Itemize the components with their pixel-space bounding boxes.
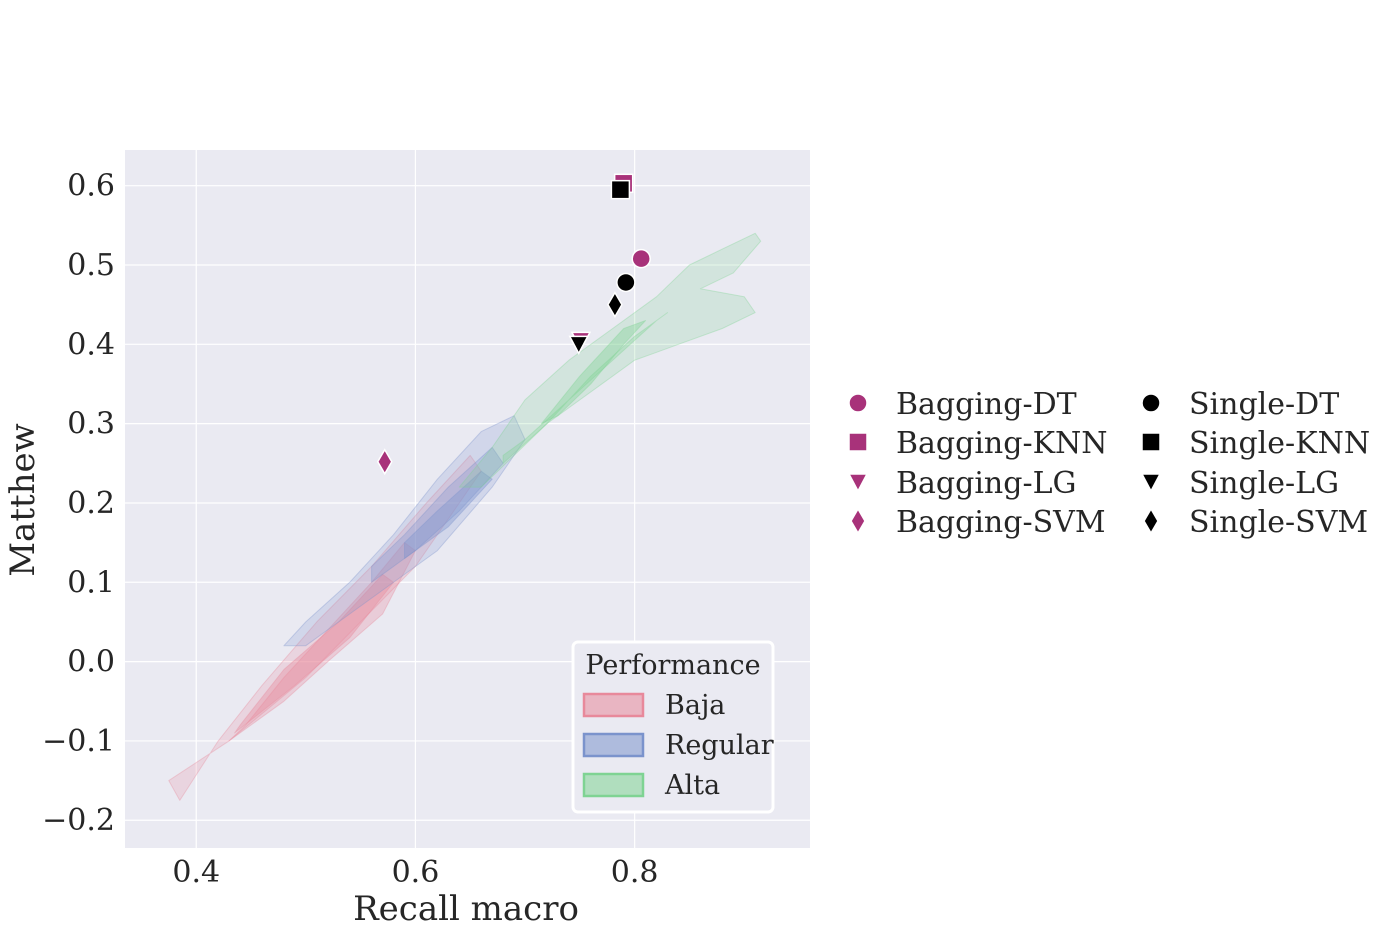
y-tick-label: 0.2	[67, 486, 115, 521]
data-markers	[376, 173, 651, 476]
performance-label-alta: Alta	[664, 770, 720, 801]
x-tick-label: 0.8	[611, 855, 659, 890]
legend-marker-bagging-knn	[848, 432, 868, 452]
legend-label-single-dt: Single-DT	[1189, 387, 1339, 422]
legend-marker-single-lg	[1140, 473, 1162, 493]
performance-legend-title: Performance	[585, 650, 760, 681]
legend-marker-single-svm	[1143, 507, 1159, 535]
legend-marker-single-knn	[1141, 432, 1161, 452]
y-tick-label: 0.0	[67, 645, 115, 680]
density-region-regular-level-0	[283, 415, 526, 647]
performance-legend-box	[571, 640, 775, 814]
marker-single-knn	[610, 179, 631, 200]
marker-single-dt	[616, 272, 636, 293]
y-tick-label: 0.1	[67, 565, 115, 600]
legend-marker-bagging-lg	[847, 473, 869, 493]
density-region-regular-level-1	[371, 446, 504, 583]
density-region-alta-level-1	[502, 312, 668, 464]
marker-bagging-dt	[631, 248, 651, 269]
density-region-alta-level-2	[541, 320, 647, 425]
grid-lines	[125, 150, 810, 848]
legend-label-single-lg: Single-LG	[1189, 466, 1339, 501]
legend-label-bagging-lg: Bagging-LG	[896, 466, 1076, 501]
y-tick-label: −0.1	[42, 724, 115, 759]
density-region-regular-level-2	[404, 470, 493, 559]
performance-swatch-alta	[582, 772, 645, 798]
density-region-baja-level-1	[228, 542, 416, 742]
legend-marker-bagging-dt	[848, 393, 868, 413]
performance-swatch-regular	[582, 732, 645, 758]
x-tick-label: 0.6	[392, 855, 440, 890]
density-region-alta-level-0	[458, 232, 762, 488]
y-tick-label: −0.2	[42, 803, 115, 838]
performance-label-regular: Regular	[665, 730, 774, 761]
x-tick-labels: 0.4 0.6 0.8	[172, 855, 658, 890]
x-tick-label: 0.4	[172, 855, 220, 890]
y-tick-label: 0.6	[67, 169, 115, 204]
legend-label-bagging-knn: Bagging-KNN	[896, 426, 1108, 461]
legend-label-single-knn: Single-KNN	[1189, 426, 1370, 461]
y-tick-label: 0.5	[67, 248, 115, 283]
y-tick-label: 0.3	[67, 407, 115, 442]
y-tick-labels: −0.2 −0.1 0.0 0.1 0.2 0.3 0.4 0.5 0.6	[42, 169, 115, 839]
marker-bagging-svm	[376, 448, 393, 476]
legend-marker-bagging-svm	[850, 507, 866, 535]
density-regions	[168, 232, 762, 801]
marker-single-lg	[568, 335, 589, 355]
legend-marker-single-dt	[1141, 393, 1161, 413]
density-region-baja-level-2	[234, 573, 394, 734]
y-axis-label: Matthew	[3, 423, 43, 577]
marker-single-svm	[607, 291, 623, 319]
density-region-baja-level-0	[168, 454, 482, 801]
y-tick-label: 0.4	[67, 327, 115, 362]
marker-legend: Bagging-DT Bagging-KNN Bagging-LG Bagging-S…	[847, 387, 1370, 540]
performance-swatch-baja	[582, 692, 645, 718]
legend-label-single-svm: Single-SVM	[1189, 505, 1368, 540]
x-axis-label: Recall macro	[353, 889, 579, 929]
performance-legend: Performance Baja Regular Alta	[571, 640, 775, 814]
legend-label-bagging-svm: Bagging-SVM	[896, 505, 1106, 540]
performance-label-baja: Baja	[665, 690, 725, 721]
legend-label-bagging-dt: Bagging-DT	[896, 387, 1077, 422]
